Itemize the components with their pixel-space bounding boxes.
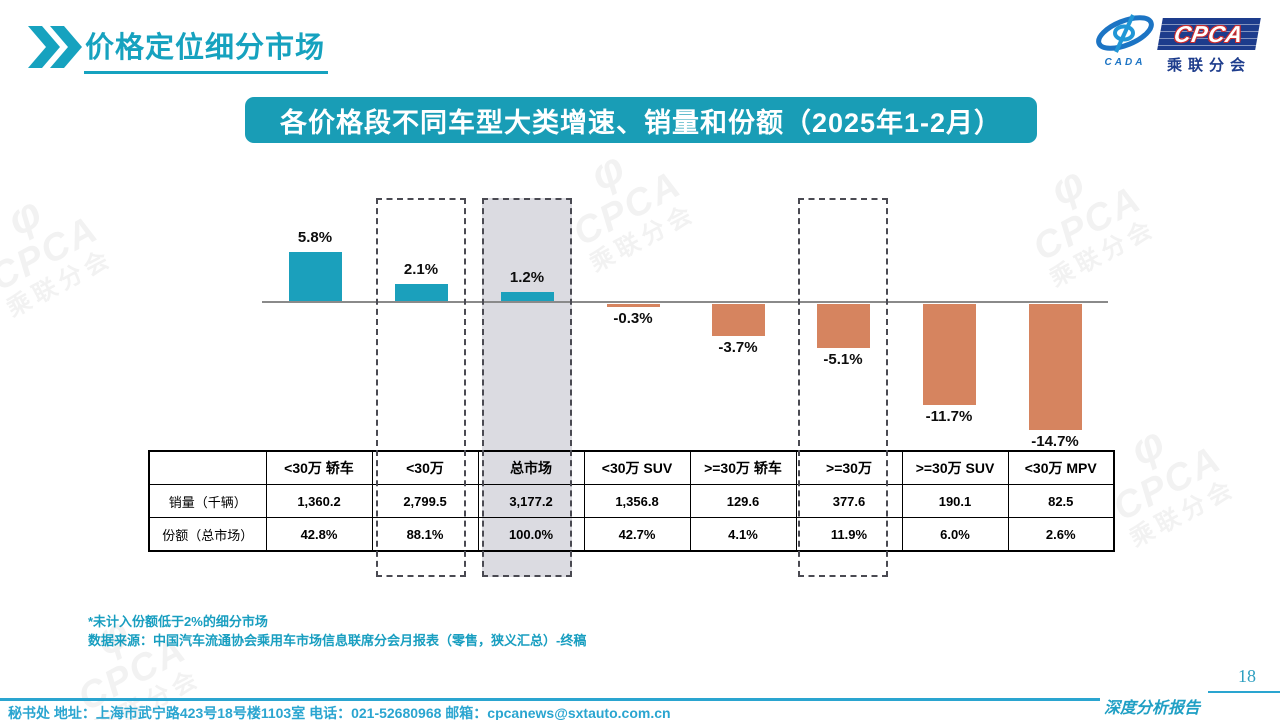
table-header-cell: >=30万 [795,450,903,485]
table-corner-cell [148,450,267,485]
table-row: 份额（总市场） 42.8% 88.1% 100.0% 42.7% 4.1% 11.9% 6.0… [148,517,1115,552]
table-cell: 129.6 [689,484,797,518]
footnote-line2: 数据来源：中国汽车流通协会乘用车市场信息联席分会月报表（零售，狭义汇总）-终稿 [88,633,587,648]
chart-bar [1028,304,1082,430]
footnotes: *未计入份额低于2%的细分市场 数据来源：中国汽车流通协会乘用车市场信息联席分会… [88,612,586,650]
zero-axis-line [262,301,1108,303]
report-type-label: 深度分析报告 [1104,700,1201,717]
segment-data-table: <30万 轿车 <30万 总市场 <30万 SUV >=30万 轿车 >=30万 >=30万… [148,450,1115,552]
table-header-row: <30万 轿车 <30万 总市场 <30万 SUV >=30万 轿车 >=30万 >=30万… [148,450,1115,485]
bar-value-label: -3.7% [718,339,758,356]
bar-value-label: 1.2% [509,269,545,286]
cpca-subtitle: 乘联分会 [1166,57,1251,74]
bar-value-label: -14.7% [1031,433,1079,450]
table-cell: 100.0% [477,517,585,552]
table-row: 销量（千辆） 1,360.2 2,799.5 3,177.2 1,356.8 129.6 3… [148,484,1115,518]
table-header-cell: >=30万 SUV [901,450,1009,485]
table-cell: 2.6% [1007,517,1115,552]
table-cell: 1,360.2 [265,484,373,518]
table-cell: 88.1% [371,517,479,552]
table-header-cell: >=30万 轿车 [689,450,797,485]
bar-value-label: -0.3% [613,310,653,327]
table-row-label: 销量（千辆） [148,484,267,518]
table-cell: 4.1% [689,517,797,552]
footer-divider-right [1208,691,1280,693]
page-title: 价格定位细分市场 [84,24,329,74]
table-header-cell: <30万 轿车 [265,450,373,485]
bar-value-label: -11.7% [925,408,973,425]
cpca-logo: CADA CPCA 乘联分会 [1092,12,1264,74]
table-header-cell: <30万 [371,450,479,485]
chart-bar [500,292,554,302]
bar-value-label: 5.8% [297,229,333,246]
chart-bar [711,304,765,336]
chart-bar [922,304,976,405]
chart-bar [394,284,448,302]
table-cell: 3,177.2 [477,484,585,518]
table-cell: 1,356.8 [583,484,691,518]
table-cell: 377.6 [795,484,903,518]
table-cell: 42.7% [583,517,691,552]
chart-title-banner: 各价格段不同车型大类增速、销量和份额（2025年1-2月） [245,97,1037,143]
table-cell: 42.8% [265,517,373,552]
footer-contact: 秘书处 地址：上海市武宁路423号18号楼1103室 电话：021-526809… [8,705,671,720]
table-row-label: 份额（总市场） [148,517,267,552]
cada-swoosh-icon: CADA [1092,14,1158,68]
footnote-line1: *未计入份额低于2%的细分市场 [88,614,268,629]
cpca-text: CPCA [1172,20,1246,47]
cpca-badge: CPCA [1157,18,1261,50]
table-cell: 2,799.5 [371,484,479,518]
table-header-cell: <30万 SUV [583,450,691,485]
page-number: 18 [1238,666,1256,686]
bar-value-label: -5.1% [823,351,863,368]
footer-divider [0,698,1100,701]
table-cell: 190.1 [901,484,1009,518]
table-cell: 82.5 [1007,484,1115,518]
table-cell: 6.0% [901,517,1009,552]
table-cell: 11.9% [795,517,903,552]
chart-bar [606,304,660,307]
chart-bar [288,252,342,302]
bar-value-label: 2.1% [403,261,439,278]
table-header-cell: <30万 MPV [1007,450,1115,485]
double-chevron-icon [28,26,82,68]
chart-bar [816,304,870,348]
table-header-cell: 总市场 [477,450,585,485]
cada-text: CADA [1104,57,1146,68]
